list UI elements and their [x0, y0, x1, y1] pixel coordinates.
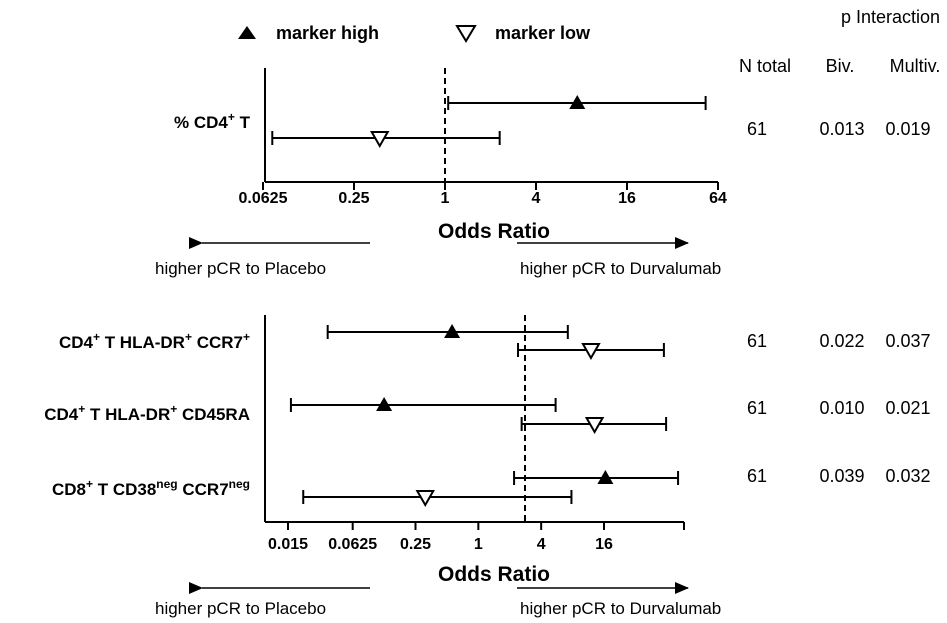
row-p-biv: 0.013	[819, 119, 864, 139]
row-label: % CD4+ T	[174, 110, 251, 132]
row-p-multiv: 0.032	[885, 466, 930, 486]
table-header: p Interaction N total Biv. Multiv.	[739, 7, 940, 76]
low-point-marker	[581, 343, 601, 361]
x-tick-label: 4	[532, 190, 541, 207]
forest-row: CD4+ T HLA-DR+ CD45RA 61 0.010 0.021	[44, 397, 931, 435]
row-label: CD8+ T CD38neg CCR7neg	[52, 477, 250, 499]
row-n-total: 61	[747, 466, 767, 486]
row-n-total: 61	[747, 398, 767, 418]
panel-top: 0.0625 0.25 1 4 16 64 % CD4+ T 61 0.013 0.019 Od…	[155, 68, 931, 278]
panel-top-xlabel: Odds Ratio	[438, 220, 550, 243]
p-interaction-header: p Interaction	[841, 7, 940, 27]
x-tick-label: 16	[618, 190, 636, 207]
row-p-multiv: 0.019	[885, 119, 930, 139]
panel-bottom-xlabel: Odds Ratio	[438, 563, 550, 586]
low-point-marker	[584, 417, 605, 435]
legend-high-marker-icon	[238, 26, 256, 39]
forest-row: CD4+ T HLA-DR+ CCR7+ 61 0.022 0.037	[59, 324, 931, 361]
panel-top-right-direction: higher pCR to Durvalumab	[520, 259, 721, 278]
row-n-total: 61	[747, 119, 767, 139]
forest-row: % CD4+ T 61 0.013 0.019	[174, 95, 931, 149]
row-n-total: 61	[747, 331, 767, 351]
legend-low-marker-icon	[455, 25, 477, 43]
multiv-header: Multiv.	[890, 56, 941, 76]
row-p-biv: 0.010	[819, 398, 864, 418]
panel-top-left-direction: higher pCR to Placebo	[155, 259, 326, 278]
legend-high-label: marker high	[276, 23, 379, 43]
high-point-marker	[376, 397, 393, 411]
x-tick-label: 1	[474, 536, 483, 553]
panel-bottom: 0.015 0.0625 0.25 1 4 16 CD4+ T HLA-DR+ CCR7+…	[44, 315, 931, 618]
x-tick-label: 0.25	[400, 536, 431, 553]
row-label: CD4+ T HLA-DR+ CD45RA	[44, 402, 250, 424]
biv-header: Biv.	[826, 56, 855, 76]
high-point-marker	[444, 324, 461, 338]
x-tick-label: 16	[595, 536, 613, 553]
x-tick-label: 0.25	[338, 190, 369, 207]
panel-bottom-right-direction: higher pCR to Durvalumab	[520, 599, 721, 618]
legend: marker high marker low	[238, 23, 591, 43]
high-point-marker	[569, 95, 586, 109]
row-p-multiv: 0.021	[885, 398, 930, 418]
x-tick-label: 1	[441, 190, 450, 207]
low-point-marker	[370, 131, 390, 149]
panel-bottom-left-direction: higher pCR to Placebo	[155, 599, 326, 618]
x-tick-label: 64	[709, 190, 727, 207]
legend-low-label: marker low	[495, 23, 591, 43]
panel-bottom-axes: 0.015 0.0625 0.25 1 4 16	[264, 315, 685, 553]
x-tick-label: 0.015	[268, 536, 308, 553]
x-tick-label: 0.0625	[239, 190, 288, 207]
row-p-biv: 0.039	[819, 466, 864, 486]
row-p-multiv: 0.037	[885, 331, 930, 351]
low-point-marker	[415, 490, 435, 508]
x-tick-label: 0.0625	[328, 536, 377, 553]
n-total-header: N total	[739, 56, 791, 76]
row-label: CD4+ T HLA-DR+ CCR7+	[59, 330, 250, 352]
panel-top-axes: 0.0625 0.25 1 4 16 64	[239, 68, 727, 207]
panel-top-rows: % CD4+ T 61 0.013 0.019	[174, 95, 931, 149]
high-point-marker	[597, 470, 614, 484]
row-p-biv: 0.022	[819, 331, 864, 351]
forest-row: CD8+ T CD38neg CCR7neg 61 0.039 0.032	[52, 466, 931, 508]
x-tick-label: 4	[537, 536, 546, 553]
